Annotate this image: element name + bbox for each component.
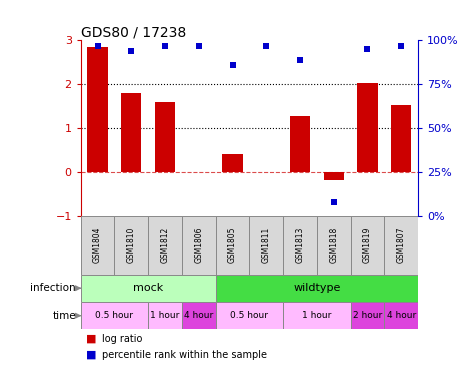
- Bar: [283, 216, 317, 274]
- Bar: [290, 116, 310, 172]
- Bar: [182, 216, 216, 274]
- Bar: [391, 105, 411, 172]
- Text: 2 hour: 2 hour: [353, 311, 382, 320]
- Text: GSM1810: GSM1810: [127, 227, 136, 264]
- Bar: [351, 302, 384, 329]
- Bar: [81, 302, 148, 329]
- Bar: [81, 216, 114, 274]
- Text: GSM1806: GSM1806: [194, 227, 203, 264]
- Text: ■: ■: [86, 333, 96, 344]
- Text: time: time: [52, 311, 76, 321]
- Bar: [323, 172, 344, 180]
- Bar: [357, 83, 378, 172]
- Text: ■: ■: [86, 350, 96, 360]
- Text: infection: infection: [30, 283, 76, 293]
- Text: GSM1811: GSM1811: [262, 227, 271, 264]
- Bar: [384, 302, 418, 329]
- Bar: [351, 216, 384, 274]
- Text: 1 hour: 1 hour: [302, 311, 332, 320]
- Bar: [283, 302, 351, 329]
- Text: 4 hour: 4 hour: [184, 311, 213, 320]
- Bar: [155, 102, 175, 172]
- Bar: [182, 302, 216, 329]
- Text: percentile rank within the sample: percentile rank within the sample: [102, 350, 267, 360]
- Bar: [216, 216, 249, 274]
- Bar: [148, 216, 182, 274]
- Bar: [121, 93, 142, 172]
- Bar: [216, 274, 418, 302]
- Text: GSM1804: GSM1804: [93, 227, 102, 264]
- Text: wildtype: wildtype: [293, 283, 341, 293]
- Text: 4 hour: 4 hour: [387, 311, 416, 320]
- Bar: [384, 216, 418, 274]
- Text: GSM1819: GSM1819: [363, 227, 372, 264]
- Text: mock: mock: [133, 283, 163, 293]
- Text: 1 hour: 1 hour: [151, 311, 180, 320]
- Text: 0.5 hour: 0.5 hour: [230, 311, 268, 320]
- Bar: [222, 154, 243, 172]
- Text: GSM1813: GSM1813: [295, 227, 304, 264]
- Text: GSM1807: GSM1807: [397, 227, 406, 264]
- Text: GDS80 / 17238: GDS80 / 17238: [81, 25, 186, 39]
- Bar: [317, 216, 351, 274]
- Bar: [148, 302, 182, 329]
- Text: GSM1805: GSM1805: [228, 227, 237, 264]
- Text: GSM1812: GSM1812: [161, 227, 170, 264]
- Bar: [87, 47, 108, 172]
- Bar: [216, 302, 283, 329]
- Bar: [249, 216, 283, 274]
- Text: GSM1818: GSM1818: [329, 227, 338, 264]
- Bar: [114, 216, 148, 274]
- Bar: [81, 274, 216, 302]
- Text: 0.5 hour: 0.5 hour: [95, 311, 133, 320]
- Text: log ratio: log ratio: [102, 333, 142, 344]
